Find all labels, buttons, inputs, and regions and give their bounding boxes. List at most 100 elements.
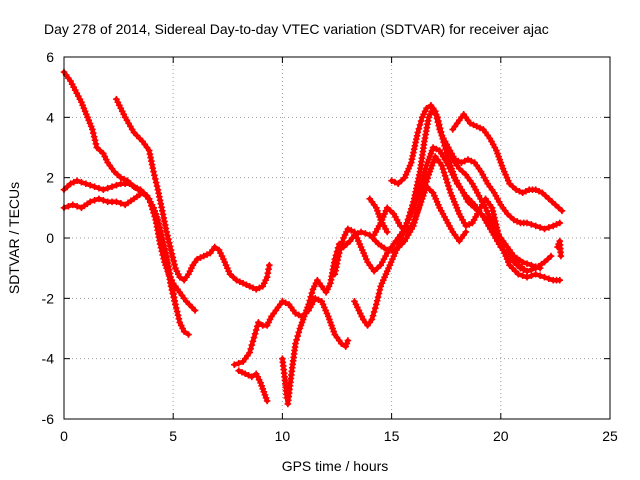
data-point-marker	[117, 200, 125, 207]
data-point-marker	[541, 225, 548, 233]
data-point-marker	[381, 273, 388, 281]
data-point-marker	[89, 129, 97, 137]
data-point-marker	[362, 230, 369, 237]
x-axis-label: GPS time / hours	[282, 458, 389, 474]
data-point-marker	[361, 252, 369, 260]
y-tick-label: 6	[46, 49, 54, 65]
data-point-marker	[477, 210, 485, 218]
data-point-marker	[471, 204, 478, 212]
data-point-marker	[504, 252, 511, 260]
data-point-marker	[404, 216, 412, 223]
data-point-marker	[541, 273, 548, 281]
y-tick-label: 4	[46, 109, 54, 125]
data-point-marker	[519, 258, 526, 266]
data-point-marker	[433, 115, 441, 122]
data-point-marker	[381, 210, 388, 218]
y-tick-label: 2	[46, 170, 54, 186]
data-point-marker	[434, 118, 442, 126]
data-point-marker	[374, 264, 381, 272]
data-point-marker	[231, 361, 238, 368]
data-point-marker	[435, 122, 443, 130]
data-point-marker	[495, 153, 502, 160]
data-point-marker	[519, 272, 526, 280]
data-point-marker	[405, 212, 413, 220]
data-point-marker	[305, 301, 312, 308]
data-point-marker	[113, 181, 120, 189]
data-point-marker	[386, 261, 394, 269]
data-point-marker	[420, 172, 428, 180]
data-point-marker	[445, 182, 452, 190]
data-point-marker	[374, 293, 382, 301]
data-point-marker	[176, 273, 184, 281]
data-point-marker	[410, 219, 417, 227]
data-point-marker	[152, 215, 160, 222]
data-point-marker	[426, 153, 434, 160]
data-point-marker	[246, 349, 253, 356]
data-point-marker	[557, 252, 565, 260]
data-point-marker	[532, 263, 540, 270]
data-point-marker	[302, 310, 309, 317]
data-point-marker	[486, 213, 493, 221]
data-point-marker	[225, 267, 232, 275]
data-point-marker	[250, 334, 258, 341]
data-point-marker	[556, 276, 564, 284]
data-point-marker	[370, 308, 378, 316]
data-point-marker	[322, 307, 329, 314]
data-point-marker	[454, 207, 462, 215]
data-point-marker	[493, 147, 500, 154]
data-point-marker	[433, 198, 441, 206]
data-point-marker	[401, 174, 409, 181]
axis-ticks: 0 5 10 15 20 25 -6 -4 -2 0 2 4 6	[42, 49, 618, 444]
data-point-marker	[154, 222, 162, 230]
data-point-marker	[100, 196, 107, 204]
data-point-marker	[166, 243, 174, 250]
data-point-marker	[175, 315, 183, 323]
data-point-marker	[263, 397, 271, 405]
data-point-marker	[247, 345, 255, 353]
data-point-marker	[443, 179, 451, 186]
data-point-marker	[383, 204, 391, 212]
data-point-marker	[548, 198, 556, 206]
data-point-marker	[528, 272, 535, 280]
data-point-marker	[259, 385, 267, 393]
data-point-marker	[406, 209, 414, 216]
data-point-marker	[545, 224, 553, 231]
data-point-marker	[376, 286, 384, 294]
data-point-marker	[398, 234, 405, 242]
data-point-marker	[536, 224, 544, 231]
data-point-marker	[497, 159, 505, 166]
data-point-marker	[425, 156, 433, 163]
x-tick-label: 25	[602, 428, 618, 444]
data-point-marker	[393, 246, 400, 254]
data-point-marker	[419, 192, 427, 200]
data-point-marker	[165, 235, 172, 243]
data-point-marker	[532, 270, 540, 278]
data-point-marker	[487, 216, 495, 224]
data-point-marker	[353, 234, 361, 242]
y-axis-label: SDTVAR / TECUs	[6, 182, 22, 294]
data-point-marker	[378, 279, 386, 287]
data-point-marker	[421, 169, 428, 176]
data-point-marker	[168, 250, 176, 257]
data-point-marker	[73, 177, 81, 184]
data-point-marker	[344, 337, 352, 344]
data-point-marker	[95, 184, 103, 192]
data-point-marker	[104, 184, 111, 192]
data-point-marker	[426, 186, 434, 194]
data-point-marker	[171, 297, 178, 305]
data-point-marker	[92, 140, 100, 148]
data-point-marker	[86, 198, 94, 206]
data-point-marker	[251, 330, 259, 338]
data-point-marker	[371, 304, 379, 312]
data-point-marker	[383, 228, 391, 236]
data-point-marker	[414, 207, 422, 215]
data-point-marker	[558, 207, 566, 215]
data-point-marker	[339, 238, 346, 246]
data-point-marker	[474, 207, 482, 215]
data-point-marker	[547, 252, 555, 260]
data-point-marker	[504, 177, 512, 184]
data-point-marker	[78, 178, 85, 186]
series-track-6	[235, 367, 271, 405]
plot-frame	[63, 56, 611, 420]
data-point-marker	[432, 195, 440, 203]
